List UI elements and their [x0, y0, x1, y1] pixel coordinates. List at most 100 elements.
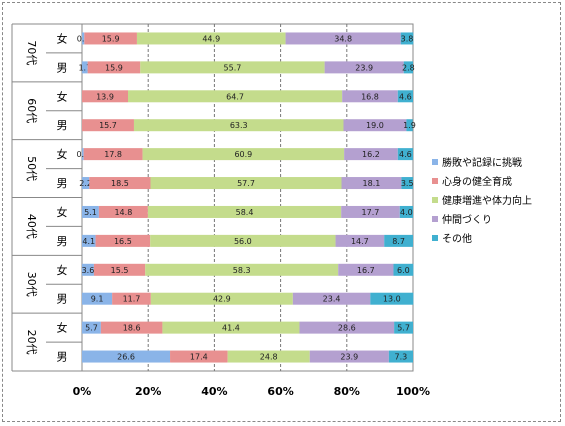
- bar-segment: [136, 32, 286, 45]
- data-label: 15.9: [102, 34, 120, 43]
- bar-segment: [82, 292, 113, 305]
- bar-segment: [401, 177, 413, 190]
- data-label: 13.0: [383, 295, 401, 304]
- data-label: 8.7: [392, 237, 405, 246]
- bar-segment: [82, 119, 134, 132]
- gender-label: 男: [57, 119, 68, 132]
- legend-swatch: [432, 159, 438, 165]
- data-label: 55.7: [224, 63, 242, 72]
- bar-segment: [342, 90, 398, 103]
- data-label: 23.9: [355, 63, 373, 72]
- bar-segment: [150, 292, 293, 305]
- data-label: 28.6: [338, 324, 356, 333]
- legend-label: 仲間づくり: [442, 213, 492, 226]
- data-label: 3.6: [82, 266, 95, 275]
- legend-label: 勝敗や記録に挑戦: [442, 156, 522, 169]
- legend-swatch: [432, 197, 438, 203]
- data-label: 24.8: [260, 353, 278, 362]
- gender-label: 男: [57, 177, 68, 190]
- bar-segment: [338, 263, 394, 276]
- bar-segment: [82, 205, 99, 218]
- data-label: 18.5: [111, 179, 129, 188]
- data-label: 4.6: [399, 150, 412, 159]
- bar-segment: [309, 350, 389, 363]
- age-group-label: 30代: [25, 272, 38, 297]
- bar-segment: [95, 234, 151, 247]
- bar-segment: [150, 234, 336, 247]
- bar-segment: [341, 177, 402, 190]
- bar-segment: [370, 292, 414, 305]
- bar-segment: [344, 148, 398, 161]
- legend-swatch: [432, 178, 438, 184]
- data-label: 64.7: [226, 92, 244, 101]
- bar-segment: [394, 321, 413, 334]
- bar-segment: [150, 177, 342, 190]
- x-tick-label: 40%: [201, 385, 227, 398]
- gender-label: 女: [57, 31, 68, 45]
- gender-label: 女: [57, 321, 68, 335]
- bar-segment: [82, 61, 88, 74]
- data-label: 23.4: [323, 295, 341, 304]
- data-label: 23.9: [340, 353, 358, 362]
- bar-segment: [170, 350, 228, 363]
- bar-segment: [82, 90, 129, 103]
- legend-label: 心身の健全育成: [442, 175, 512, 188]
- bar-segment: [87, 61, 141, 74]
- data-label: 5.1: [84, 208, 97, 217]
- x-tick-label: 20%: [135, 385, 161, 398]
- data-label: 18.6: [123, 324, 141, 333]
- data-label: 42.9: [213, 295, 231, 304]
- gender-label: 女: [57, 263, 68, 277]
- data-label: 4.1: [82, 237, 95, 246]
- bar-segment: [335, 234, 385, 247]
- bar-segment: [406, 119, 413, 132]
- data-label: 0.5: [76, 150, 89, 159]
- bar-segment: [82, 148, 84, 161]
- bar-segment: [82, 32, 85, 45]
- age-group-label: 20代: [25, 330, 38, 355]
- gender-label: 女: [57, 205, 68, 219]
- data-label: 16.5: [114, 237, 132, 246]
- data-label: 4.6: [399, 92, 412, 101]
- data-label: 15.7: [99, 121, 117, 130]
- data-label: 16.8: [361, 92, 379, 101]
- data-label: 15.5: [111, 266, 129, 275]
- bar-segment: [400, 32, 414, 45]
- data-label: 15.9: [105, 63, 123, 72]
- bar-segment: [82, 177, 90, 190]
- data-label: 1.9: [403, 121, 416, 130]
- bar-segment: [292, 292, 371, 305]
- bar-segment: [82, 321, 101, 334]
- age-group-label: 50代: [25, 156, 38, 181]
- bar-segment: [142, 148, 345, 161]
- data-label: 14.8: [114, 208, 132, 217]
- data-label: 63.3: [230, 121, 248, 130]
- data-label: 2.2: [79, 179, 92, 188]
- bar-segment: [133, 119, 344, 132]
- gender-label: 女: [57, 147, 68, 161]
- bar-segment: [299, 321, 395, 334]
- data-label: 6.0: [397, 266, 410, 275]
- data-label: 58.3: [233, 266, 251, 275]
- gender-label: 男: [57, 351, 68, 364]
- bar-segment: [89, 177, 151, 190]
- legend-swatch: [432, 216, 438, 222]
- bar-segment: [98, 205, 148, 218]
- bar-segment: [93, 263, 146, 276]
- legend-swatch: [432, 235, 438, 241]
- bar-segment: [393, 263, 414, 276]
- age-group-label: 40代: [25, 214, 38, 239]
- data-label: 3.5: [401, 179, 414, 188]
- data-label: 2.8: [402, 63, 415, 72]
- data-label: 5.7: [85, 324, 98, 333]
- bar-segment: [100, 321, 163, 334]
- bar-segment: [112, 292, 151, 305]
- bar-segment: [82, 350, 171, 363]
- bar-segment: [341, 205, 400, 218]
- age-group-label: 60代: [25, 98, 38, 123]
- data-label: 56.0: [234, 237, 252, 246]
- legend-label: その他: [442, 232, 472, 245]
- data-label: 13.9: [96, 92, 114, 101]
- x-tick-label: 100%: [396, 385, 430, 398]
- bar-segment: [343, 119, 407, 132]
